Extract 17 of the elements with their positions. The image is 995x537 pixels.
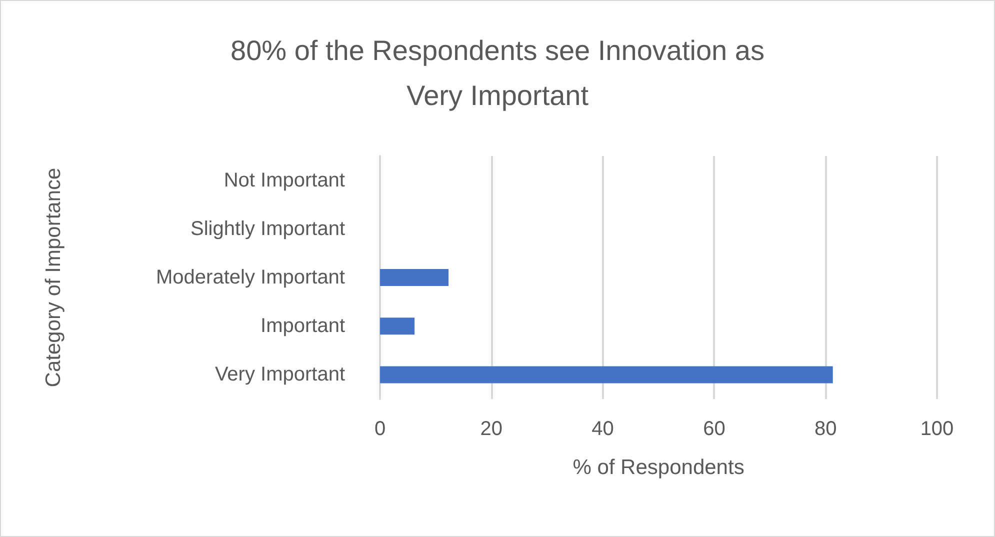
x-tick-label: 80 bbox=[814, 418, 837, 440]
chart-title: 80% of the Respondents see Innovation as Very Important bbox=[230, 34, 766, 113]
y-tick-label: Moderately Important bbox=[156, 266, 346, 288]
x-tick-label: 60 bbox=[703, 418, 726, 440]
y-tick-label: Very Important bbox=[214, 364, 346, 386]
x-tick-label: 20 bbox=[480, 418, 503, 440]
bar bbox=[380, 269, 449, 286]
bar bbox=[380, 318, 415, 335]
x-tick-label: 0 bbox=[374, 418, 386, 440]
y-tick-label: Important bbox=[260, 315, 346, 338]
y-axis-title: Category of Importance bbox=[42, 168, 65, 388]
y-tick-label: Slightly Important bbox=[190, 218, 346, 240]
bar bbox=[380, 366, 833, 384]
x-tick-label: 40 bbox=[592, 418, 614, 440]
y-tick-label: Not Important bbox=[224, 169, 346, 192]
x-tick-label: 100 bbox=[920, 418, 954, 440]
x-axis-title: % of Respondents bbox=[572, 456, 744, 479]
